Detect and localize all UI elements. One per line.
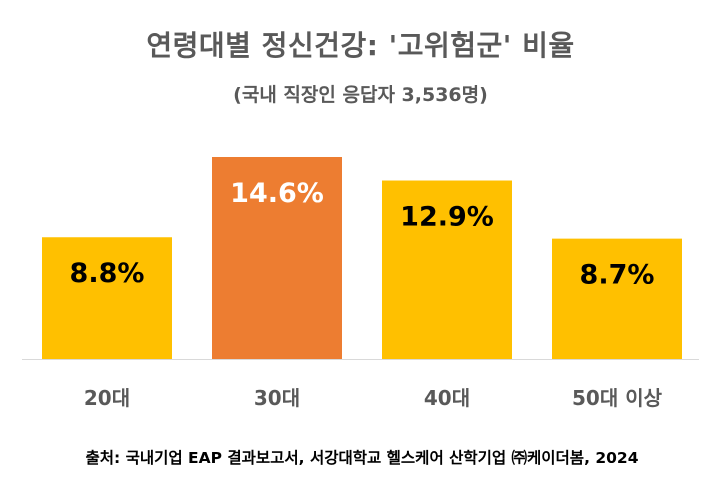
source-note: 출처: 국내기업 EAP 결과보고서, 서강대학교 헬스케어 산학기업 ㈜케이더… [85,449,639,467]
category-label-1: 20대 [84,386,130,410]
data-label-4: 8.7% [580,260,655,291]
data-label-2: 14.6% [230,178,324,209]
bar-chart: 8.8% 20대 14.6% 30대 12.9% 40대 8.7% 50대 이상 [22,157,699,410]
bar-1 [42,237,172,359]
bar-4 [552,238,682,359]
chart-subtitle: (국내 직장인 응답자 3,536명) [233,84,488,106]
data-label-3: 12.9% [400,202,494,233]
chart-title: 연령대별 정신건강: '고위험군' 비율 [146,29,575,62]
bar-3 [382,180,512,359]
category-label-2: 30대 [254,386,300,410]
category-label-4: 50대 이상 [572,386,663,410]
category-label-3: 40대 [424,386,470,410]
bar-2 [212,157,342,359]
data-label-1: 8.8% [70,258,145,289]
